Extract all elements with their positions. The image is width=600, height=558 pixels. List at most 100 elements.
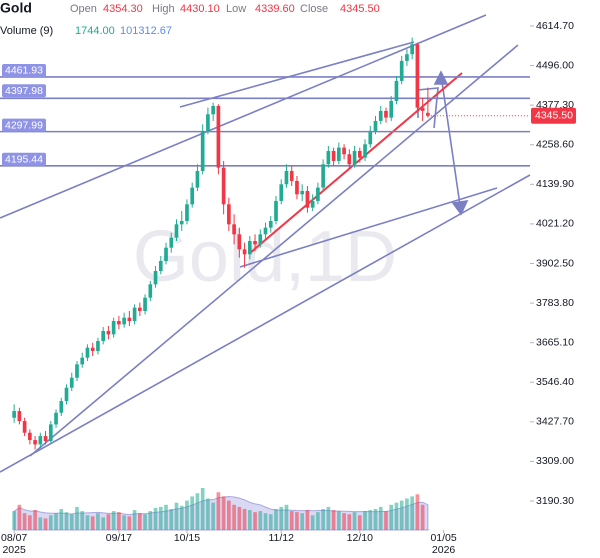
field-label: Open [70, 3, 97, 15]
arrow-line [440, 74, 461, 206]
volume-bar [410, 496, 414, 530]
candle-body [394, 80, 399, 101]
volume-bar [54, 513, 58, 530]
candle-body [80, 357, 85, 365]
volume-bar [48, 515, 53, 530]
candle-body [117, 321, 121, 325]
y-tick-label: 3783.80 [536, 297, 574, 309]
volume-bar [96, 513, 100, 530]
level-label: 4195.44 [5, 154, 43, 166]
volume-bar [289, 511, 294, 530]
candle-body [368, 130, 373, 145]
trend-line [0, 174, 531, 473]
y-tick-label: 3427.70 [536, 416, 574, 428]
volume-bar [378, 506, 383, 530]
candle-body [279, 184, 284, 201]
volume-bar [143, 514, 147, 530]
volume-bar [310, 515, 315, 530]
level-label: 4297.99 [5, 119, 43, 131]
x-tick-label: 11/12 [268, 532, 294, 544]
candle-body [17, 411, 22, 422]
candle-body [384, 110, 388, 118]
candle-body [132, 307, 137, 322]
arrow-head [433, 70, 449, 85]
volume-bar [232, 504, 236, 530]
volume-bar [237, 506, 242, 530]
volume-bar [169, 509, 174, 530]
candle-body [337, 147, 341, 161]
candle-body [148, 284, 153, 298]
volume-bar [195, 493, 200, 530]
field-value: 4345.50 [340, 3, 380, 15]
x-tick-label: 01/05 [430, 532, 456, 544]
candle-body [373, 120, 378, 131]
y-tick-label: 3665.10 [536, 336, 574, 348]
volume-bar [85, 515, 90, 530]
candle-body [206, 114, 210, 131]
candle-body [179, 220, 184, 225]
x-tick-label: 10/15 [174, 532, 200, 544]
volume-bar [357, 515, 362, 530]
volume-bar [137, 513, 142, 530]
volume-bar [158, 506, 163, 530]
volume-bar [279, 506, 284, 530]
field-value: 4339.60 [255, 3, 295, 15]
candle-body [111, 321, 116, 335]
candle-body [127, 317, 132, 322]
symbol-title: Gold [0, 0, 32, 16]
volume-bar [200, 488, 205, 530]
last-price-tag [531, 107, 576, 124]
candle-body [326, 150, 331, 165]
level-tag [2, 63, 46, 77]
level-label: 4461.93 [5, 65, 43, 77]
candle-body [169, 237, 174, 248]
candle-body [274, 200, 278, 221]
candle-body [357, 150, 362, 158]
volume-ma: 101312.67 [120, 25, 172, 37]
y-tick-label: 3902.50 [536, 257, 574, 269]
volume-bar [253, 512, 257, 530]
candle-body [415, 44, 420, 108]
candle-body [174, 224, 179, 238]
drawings [0, 14, 531, 473]
candle-body [310, 200, 315, 208]
volume-bar [216, 492, 221, 530]
volume-bar [117, 512, 121, 530]
y-tick-label: 3309.00 [536, 455, 574, 467]
volume-bar [227, 500, 231, 530]
candle-body [200, 130, 205, 171]
y-tick-label: 4496.00 [536, 59, 574, 71]
candle-body [410, 44, 414, 55]
candle-body [232, 224, 236, 235]
candle-body [300, 190, 305, 195]
candle-body [305, 190, 310, 208]
volume-bar [101, 517, 106, 530]
candle-body [69, 377, 74, 388]
volume-bar [17, 504, 22, 530]
volume-bar [368, 510, 373, 530]
trend-line [179, 41, 415, 108]
candle-body [389, 100, 394, 118]
candle-body [164, 247, 168, 261]
candle-body [158, 260, 163, 272]
volume-value: 1744.00 [75, 25, 115, 37]
candle-body [90, 347, 95, 352]
field-label: Close [300, 3, 328, 15]
volume-label: Volume (9) [0, 25, 53, 37]
volume-bar [22, 513, 27, 530]
candle-body [75, 364, 79, 378]
volume-bar [127, 516, 132, 530]
level-tag [2, 84, 46, 98]
candle-body [342, 147, 346, 155]
x-year-label: 2025 [2, 544, 26, 556]
candle-body [143, 297, 147, 312]
candle-body [137, 307, 142, 312]
last-price-label: 4345.50 [535, 110, 573, 122]
volume-bar [295, 512, 299, 530]
candle-body [153, 271, 158, 285]
candle-body [101, 331, 106, 342]
volume-bar [190, 496, 195, 530]
y-tick-label: 4021.20 [536, 218, 574, 230]
candle-body [247, 240, 252, 255]
